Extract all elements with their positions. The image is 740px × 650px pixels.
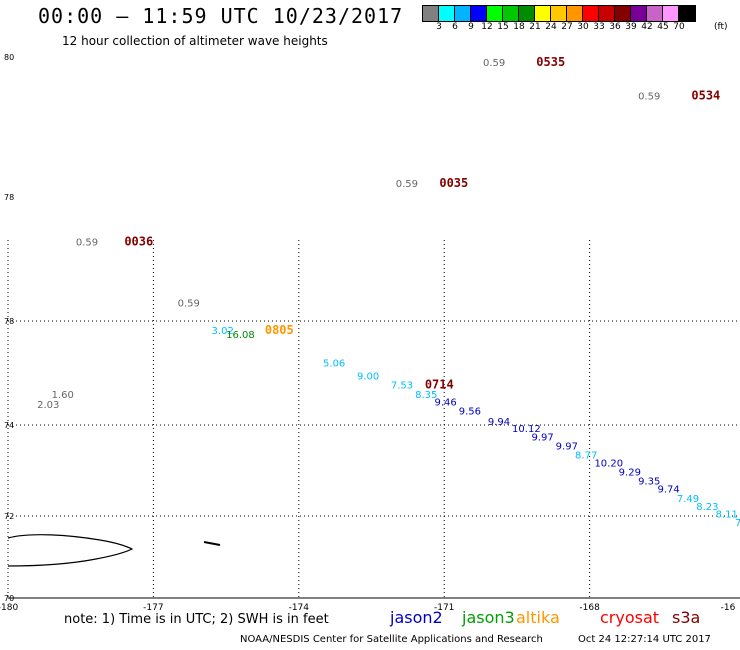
color-scale-label: 9 <box>468 22 474 32</box>
wave-height-value: 7.49 <box>677 494 699 505</box>
satellite-legend-jason3: jason3 <box>462 608 515 627</box>
wave-height-value: 9.35 <box>638 477 660 488</box>
color-swatch <box>679 6 695 21</box>
wave-height-value: 5.06 <box>323 359 345 370</box>
satellite-legend-s3a: s3a <box>672 608 701 627</box>
color-scale-label: 18 <box>513 22 525 32</box>
wave-height-value: 8.11 <box>716 510 738 521</box>
credit-text: NOAA/NESDIS Center for Satellite Applica… <box>240 634 543 645</box>
color-swatch <box>471 6 487 21</box>
wave-height-value: 8.77 <box>575 451 597 462</box>
wave-height-value: 2.03 <box>37 400 59 411</box>
page-title: 00:00 – 11:59 UTC 10/23/2017 <box>38 4 404 28</box>
color-swatch <box>519 6 535 21</box>
color-swatch <box>567 6 583 21</box>
pass-time-label: 0805 <box>265 323 294 337</box>
color-scale-bar <box>422 5 696 22</box>
color-scale-label: 36 <box>609 22 621 32</box>
color-scale-label: 27 <box>561 22 573 32</box>
pass-time-label: 0035 <box>439 176 468 190</box>
map-grid <box>7 240 740 599</box>
color-swatch <box>599 6 615 21</box>
wave-height-value: 9.97 <box>531 432 553 443</box>
axis-labels: -180 -177 -174 -171 -168 -16 80 78 78 74 72 70 <box>0 53 736 613</box>
wrangel-island-coastline <box>7 534 134 567</box>
wave-height-value: 3.02 <box>212 326 234 337</box>
wave-height-value: 0.59 <box>76 238 98 249</box>
pass-time-label: 0036 <box>124 235 153 249</box>
wave-height-value: 10.20 <box>594 458 623 469</box>
pass-time-label: 0534 <box>691 89 720 103</box>
wave-height-value: 9.97 <box>556 441 578 452</box>
wave-height-value: 0.59 <box>178 298 200 309</box>
wave-height-value: 0.59 <box>396 179 418 190</box>
herald-island-coastline <box>203 541 221 546</box>
lon-tick-label: -174 <box>289 603 310 613</box>
color-scale-label: 21 <box>529 22 541 32</box>
wave-height-value: 9.94 <box>488 417 510 428</box>
color-scale-label: 45 <box>657 22 669 32</box>
lat-tick-label: 70 <box>4 594 14 603</box>
wave-height-value: 16.08 <box>226 330 255 341</box>
color-swatch <box>487 6 503 21</box>
page-subtitle: 12 hour collection of altimeter wave hei… <box>62 34 328 48</box>
wave-height-value: 9.29 <box>619 467 641 478</box>
lat-tick-label: 78 <box>4 193 14 202</box>
color-swatch <box>503 6 519 21</box>
lon-tick-label: -177 <box>143 603 163 613</box>
wave-height-value: 0.59 <box>483 58 505 69</box>
wave-height-value: 9.56 <box>459 406 481 417</box>
wave-height-value: 9.00 <box>357 372 379 383</box>
wave-height-value: 7.53 <box>391 380 413 391</box>
lon-tick-label: -180 <box>0 603 18 613</box>
color-swatch <box>535 6 551 21</box>
color-scale-label: 6 <box>452 22 458 32</box>
lat-tick-label: 74 <box>4 421 14 430</box>
lon-tick-label: -168 <box>579 603 600 613</box>
color-swatch <box>663 6 679 21</box>
wave-height-value: 1.60 <box>52 390 74 401</box>
lon-tick-label: -16 <box>721 603 736 613</box>
color-scale-label: 24 <box>545 22 557 32</box>
coastline <box>7 534 221 567</box>
pass-time-label: 0714 <box>425 377 454 391</box>
wave-height-value: 9.46 <box>435 398 457 409</box>
wave-height-value: 10.12 <box>512 424 541 435</box>
satellite-legend-cryosat: cryosat <box>600 608 660 627</box>
color-scale-label: 70 <box>673 22 685 32</box>
wave-height-value: 8.23 <box>696 502 718 513</box>
color-swatch <box>631 6 647 21</box>
lat-tick-label: 80 <box>4 53 14 62</box>
lat-tick-label: 78 <box>4 317 14 326</box>
wave-height-value: 7. <box>735 518 740 529</box>
color-swatch <box>615 6 631 21</box>
color-scale-label: 39 <box>625 22 637 32</box>
wave-height-points: 0.5905350.5905340.0.5900350.40.5900360.5… <box>37 55 740 529</box>
color-swatch <box>423 6 439 21</box>
satellite-legend-altika: altika <box>516 608 560 627</box>
color-swatch <box>583 6 599 21</box>
color-scale-label: 33 <box>593 22 605 32</box>
footer-note: note: 1) Time is in UTC; 2) SWH is in fe… <box>64 612 329 627</box>
color-swatch <box>551 6 567 21</box>
color-swatch <box>455 6 471 21</box>
satellite-legend-jason2: jason2 <box>390 608 443 627</box>
wave-height-value: 9.74 <box>657 485 679 496</box>
color-scale-label: 30 <box>577 22 589 32</box>
color-swatch <box>439 6 455 21</box>
color-scale-unit: (ft) <box>714 22 728 32</box>
generation-timestamp: Oct 24 12:27:14 UTC 2017 <box>578 634 711 645</box>
color-scale-label: 12 <box>481 22 493 32</box>
color-scale-label: 15 <box>497 22 509 32</box>
lon-tick-label: -171 <box>434 603 454 613</box>
lat-tick-label: 72 <box>4 512 14 521</box>
color-scale-label: 3 <box>436 22 442 32</box>
color-scale-label: 42 <box>641 22 653 32</box>
wave-height-value: 8.35 <box>415 390 437 401</box>
wave-height-value: 0.59 <box>638 92 660 103</box>
color-swatch <box>647 6 663 21</box>
pass-time-label: 0535 <box>536 55 565 69</box>
